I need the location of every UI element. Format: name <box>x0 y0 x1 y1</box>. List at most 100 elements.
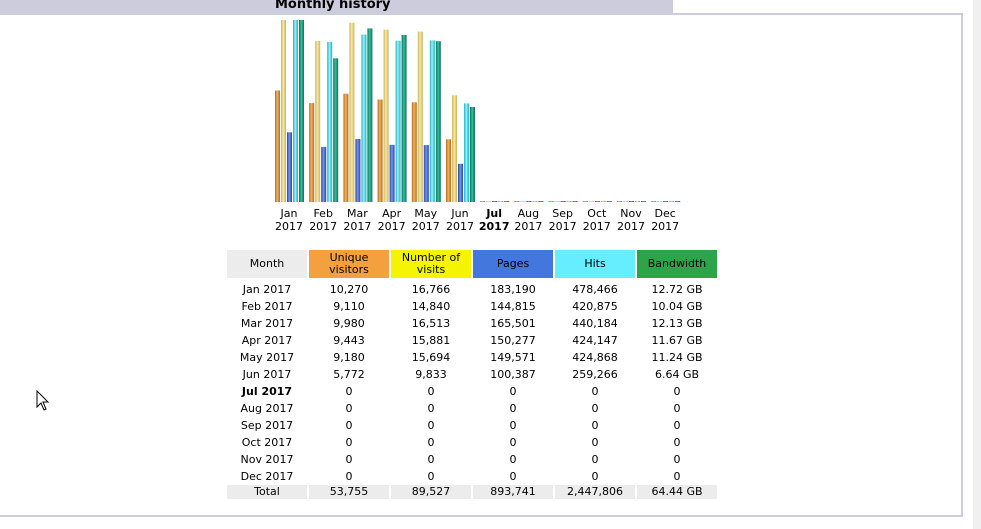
x-tick-year: 2017 <box>378 220 406 233</box>
bar-visits <box>486 201 492 202</box>
cell-unique-visitors: 0 <box>345 402 353 415</box>
x-tick-month: Aug <box>518 207 539 220</box>
cell-hits: 424,147 <box>572 334 618 347</box>
bar-bandwidth <box>572 201 578 202</box>
cell-visits: 15,694 <box>411 351 451 364</box>
bar-hits <box>429 40 435 203</box>
cell-hits: 0 <box>591 419 599 432</box>
col-header-unique-visitors: Unique visitors <box>309 250 389 278</box>
cell-hits: 424,868 <box>572 351 618 364</box>
cell-bandwidth: 0 <box>673 402 681 415</box>
x-tick-month: Oct <box>587 207 607 220</box>
bar-visits <box>417 31 423 202</box>
bar-hits <box>327 41 333 203</box>
monthly-stats-table: Month Unique visitors Number of visits P… <box>225 250 719 499</box>
cell-pages: 183,190 <box>490 283 536 296</box>
col-header-pages: Pages <box>473 250 553 278</box>
bar-pages <box>629 201 634 202</box>
cell-bandwidth: 6.64 GB <box>654 368 700 381</box>
bar-unique-visitors <box>514 201 520 202</box>
cell-bandwidth: 0 <box>673 385 681 398</box>
cell-bandwidth: 11.24 GB <box>651 351 703 364</box>
cell-visits: 16,766 <box>411 283 451 296</box>
cell-unique-visitors: 9,980 <box>333 317 365 330</box>
cell-hits: 420,875 <box>572 300 618 313</box>
scrollbar-track[interactable] <box>973 0 981 529</box>
cell-bandwidth: 0 <box>673 419 681 432</box>
x-tick-year: 2017 <box>617 220 645 233</box>
cell-bandwidth: 11.67 GB <box>651 334 703 347</box>
table-row: Sep 2017 0 0 0 0 0 <box>227 417 717 434</box>
cell-unique-visitors: 0 <box>345 453 353 466</box>
x-tick-year: 2017 <box>412 220 440 233</box>
cell-pages: 0 <box>509 402 517 415</box>
bar-pages <box>389 144 395 202</box>
cell-unique-visitors: 0 <box>345 419 353 432</box>
bar-pages <box>492 201 498 202</box>
table-header-row: Month Unique visitors Number of visits P… <box>227 250 717 278</box>
cell-hits: 0 <box>591 402 599 415</box>
table-row: Aug 2017 0 0 0 0 0 <box>227 400 717 417</box>
x-tick-year: 2017 <box>514 220 542 233</box>
bar-bandwidth <box>675 201 681 202</box>
table-total-row: Total 53,755 89,527 893,741 2,447,806 64… <box>227 485 717 499</box>
cell-hits: 0 <box>591 436 599 449</box>
x-tick-month: Jan <box>280 207 298 220</box>
section-header-bar <box>0 0 673 14</box>
bar-bandwidth <box>299 20 304 202</box>
table-row: Apr 2017 9,443 15,881 150,277 424,147 11.67 G… <box>227 332 717 349</box>
cell-bandwidth: 0 <box>673 436 681 449</box>
bar-bandwidth <box>606 201 612 202</box>
bar-unique-visitors <box>309 103 315 202</box>
bar-bandwidth <box>333 58 339 202</box>
bar-hits <box>669 201 675 202</box>
x-tick-month: Apr <box>382 207 402 220</box>
cell-unique-visitors: 10,270 <box>329 283 369 296</box>
bar-pages <box>594 201 600 202</box>
col-header-hits: Hits <box>555 250 635 278</box>
x-tick-year: 2017 <box>583 220 611 233</box>
bar-pages <box>560 201 566 202</box>
cell-unique-visitors: 9,110 <box>333 300 365 313</box>
bar-visits <box>520 201 526 202</box>
section-title: Monthly history <box>275 0 391 12</box>
bar-pages <box>287 132 292 202</box>
cell-month: May 2017 <box>239 351 295 364</box>
bar-pages <box>423 145 429 202</box>
table-row: Nov 2017 0 0 0 0 0 <box>227 451 717 468</box>
cell-month: Jun 2017 <box>242 368 292 381</box>
bar-unique-visitors <box>582 201 588 202</box>
cell-pages: 0 <box>509 419 517 432</box>
bar-bandwidth <box>470 107 475 202</box>
cell-pages: 100,387 <box>490 368 536 381</box>
x-tick-year: 2017 <box>549 220 577 233</box>
bar-pages <box>663 201 669 202</box>
col-header-bandwidth: Bandwidth <box>637 250 717 278</box>
bar-hits <box>600 201 606 202</box>
bar-unique-visitors <box>651 201 657 202</box>
total-visits: 89,527 <box>391 485 471 499</box>
cell-visits: 0 <box>427 419 435 432</box>
cell-month: Oct 2017 <box>241 436 293 449</box>
total-unique-visitors: 53,755 <box>309 485 389 499</box>
cell-hits: 0 <box>591 453 599 466</box>
bar-bandwidth <box>504 201 510 202</box>
bar-visits <box>281 20 286 202</box>
cell-month: Jul 2017 <box>241 385 293 398</box>
cell-unique-visitors: 9,180 <box>333 351 365 364</box>
table-row: May 2017 9,180 15,694 149,571 424,868 11.24 G… <box>227 349 717 366</box>
cell-bandwidth: 0 <box>673 453 681 466</box>
bar-hits <box>293 20 298 202</box>
table-row: Dec 2017 0 0 0 0 0 <box>227 468 717 485</box>
cell-unique-visitors: 5,772 <box>333 368 365 381</box>
x-tick-year: 2017 <box>651 220 679 233</box>
table-row: Mar 2017 9,980 16,513 165,501 440,184 12.13 G… <box>227 315 717 332</box>
x-tick-month: Feb <box>313 207 332 220</box>
cell-pages: 144,815 <box>490 300 536 313</box>
x-tick-year: 2017 <box>309 220 337 233</box>
cell-visits: 15,881 <box>411 334 451 347</box>
cell-unique-visitors: 0 <box>345 470 353 483</box>
bar-bandwidth <box>538 201 544 202</box>
table-row: Oct 2017 0 0 0 0 0 <box>227 434 717 451</box>
total-label: Total <box>227 485 307 499</box>
